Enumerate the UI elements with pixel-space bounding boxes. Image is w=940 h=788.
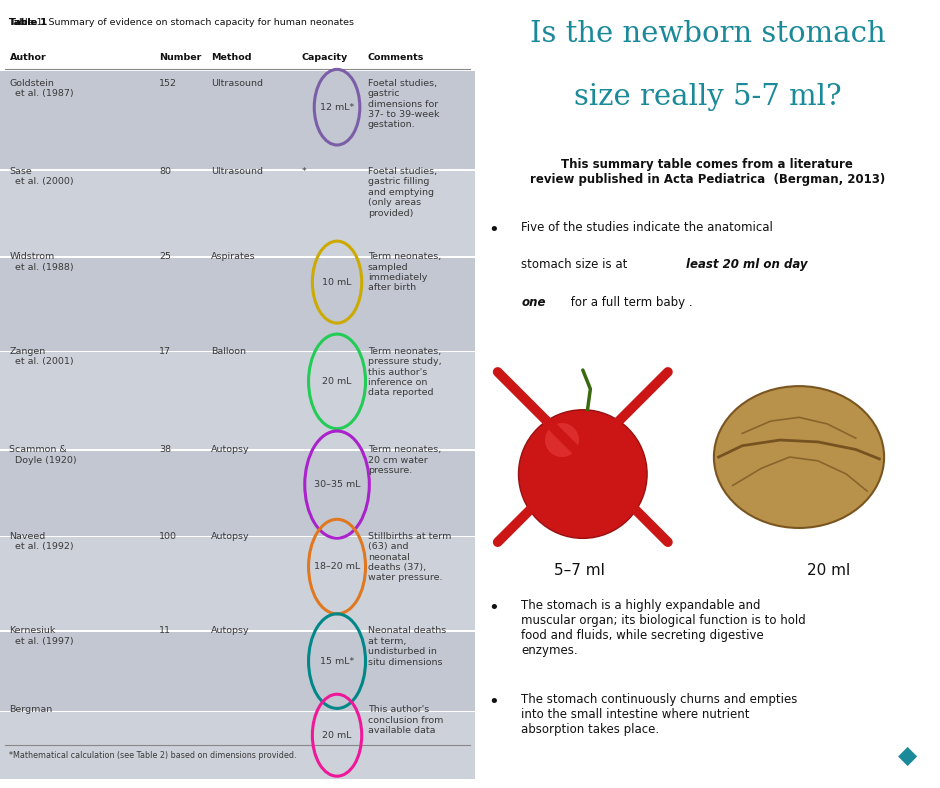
Text: 11: 11 <box>159 626 171 635</box>
Text: 38: 38 <box>159 445 171 454</box>
Text: Method: Method <box>212 53 252 61</box>
FancyBboxPatch shape <box>0 632 475 711</box>
Text: Sase
  et al. (2000): Sase et al. (2000) <box>9 167 74 187</box>
Text: 30–35 mL: 30–35 mL <box>314 480 360 489</box>
Text: Widstrom
  et al. (1988): Widstrom et al. (1988) <box>9 252 74 272</box>
FancyBboxPatch shape <box>0 537 475 630</box>
Text: Ultrasound: Ultrasound <box>212 79 263 87</box>
FancyBboxPatch shape <box>0 171 475 256</box>
Text: 25: 25 <box>159 252 171 261</box>
Text: Author: Author <box>9 53 46 61</box>
Text: Foetal studies,
gastric filling
and emptying
(only areas
provided): Foetal studies, gastric filling and empt… <box>368 167 437 217</box>
Text: Autopsy: Autopsy <box>212 532 250 541</box>
Text: The stomach is a highly expandable and
muscular organ; its biological function i: The stomach is a highly expandable and m… <box>521 599 806 657</box>
Text: *: * <box>302 167 306 176</box>
Text: Kernesiuk
  et al. (1997): Kernesiuk et al. (1997) <box>9 626 74 646</box>
FancyBboxPatch shape <box>0 352 475 449</box>
Text: *Mathematical calculation (see Table 2) based on dimensions provided.: *Mathematical calculation (see Table 2) … <box>9 751 297 760</box>
Text: 20 ml: 20 ml <box>807 563 850 578</box>
Text: Goldstein
  et al. (1987): Goldstein et al. (1987) <box>9 79 74 98</box>
Text: Neonatal deaths
at term,
undisturbed in
situ dimensions: Neonatal deaths at term, undisturbed in … <box>368 626 446 667</box>
Text: Five of the studies indicate the anatomical: Five of the studies indicate the anatomi… <box>521 221 773 233</box>
Text: Term neonates,
sampled
immediately
after birth: Term neonates, sampled immediately after… <box>368 252 441 292</box>
Text: Term neonates,
20 cm water
pressure.: Term neonates, 20 cm water pressure. <box>368 445 441 475</box>
Text: 12 mL*: 12 mL* <box>320 102 354 112</box>
Text: 80: 80 <box>159 167 171 176</box>
Text: Capacity: Capacity <box>302 53 348 61</box>
Text: ◆: ◆ <box>898 745 917 768</box>
Text: Balloon: Balloon <box>212 347 246 355</box>
Text: Is the newborn stomach: Is the newborn stomach <box>529 20 885 48</box>
Text: 18–20 mL: 18–20 mL <box>314 562 360 571</box>
Text: least 20 ml on day: least 20 ml on day <box>686 258 807 271</box>
Text: 15 mL*: 15 mL* <box>320 656 354 666</box>
Text: one: one <box>521 296 546 309</box>
Text: This author's
conclusion from
available data: This author's conclusion from available … <box>368 705 444 735</box>
Text: •: • <box>489 693 499 712</box>
Text: 100: 100 <box>159 532 177 541</box>
Text: This summary table comes from a literature
review published in Acta Pediatrica  : This summary table comes from a literatu… <box>530 158 885 186</box>
Text: 17: 17 <box>159 347 171 355</box>
Circle shape <box>519 410 647 538</box>
Text: •: • <box>489 599 499 617</box>
FancyBboxPatch shape <box>0 712 475 779</box>
FancyBboxPatch shape <box>0 258 475 351</box>
Text: 20 mL: 20 mL <box>322 730 352 740</box>
Text: size really 5-7 ml?: size really 5-7 ml? <box>573 83 841 111</box>
FancyBboxPatch shape <box>0 71 475 169</box>
Text: Naveed
  et al. (1992): Naveed et al. (1992) <box>9 532 74 552</box>
Ellipse shape <box>713 386 885 528</box>
Text: Foetal studies,
gastric
dimensions for
37- to 39-week
gestation.: Foetal studies, gastric dimensions for 3… <box>368 79 439 129</box>
Text: for a full term baby .: for a full term baby . <box>567 296 693 309</box>
Text: Table 1: Table 1 <box>9 18 48 27</box>
Text: Bergman: Bergman <box>9 705 53 714</box>
Text: •: • <box>489 221 499 239</box>
Text: Ultrasound: Ultrasound <box>212 167 263 176</box>
Text: Term neonates,
pressure study,
this author's
inference on
data reported: Term neonates, pressure study, this auth… <box>368 347 442 397</box>
Text: Stillbirths at term
(63) and
neonatal
deaths (37),
water pressure.: Stillbirths at term (63) and neonatal de… <box>368 532 451 582</box>
Text: Number: Number <box>159 53 201 61</box>
Text: The stomach continuously churns and empties
into the small intestine where nutri: The stomach continuously churns and empt… <box>521 693 798 737</box>
Text: stomach size is at: stomach size is at <box>521 258 632 271</box>
Text: Aspirates: Aspirates <box>212 252 256 261</box>
Text: 20 mL: 20 mL <box>322 377 352 386</box>
Text: Autopsy: Autopsy <box>212 445 250 454</box>
Text: 10 mL: 10 mL <box>322 277 352 287</box>
Text: Table 1  Summary of evidence on stomach capacity for human neonates: Table 1 Summary of evidence on stomach c… <box>9 18 354 27</box>
Text: Autopsy: Autopsy <box>212 626 250 635</box>
Circle shape <box>545 423 579 457</box>
Text: Table 1: Table 1 <box>9 18 48 27</box>
Text: 5–7 ml: 5–7 ml <box>554 563 604 578</box>
FancyBboxPatch shape <box>0 451 475 536</box>
Text: 152: 152 <box>159 79 177 87</box>
Text: Zangen
  et al. (2001): Zangen et al. (2001) <box>9 347 74 366</box>
Text: Scammon &
  Doyle (1920): Scammon & Doyle (1920) <box>9 445 77 465</box>
Text: Comments: Comments <box>368 53 424 61</box>
